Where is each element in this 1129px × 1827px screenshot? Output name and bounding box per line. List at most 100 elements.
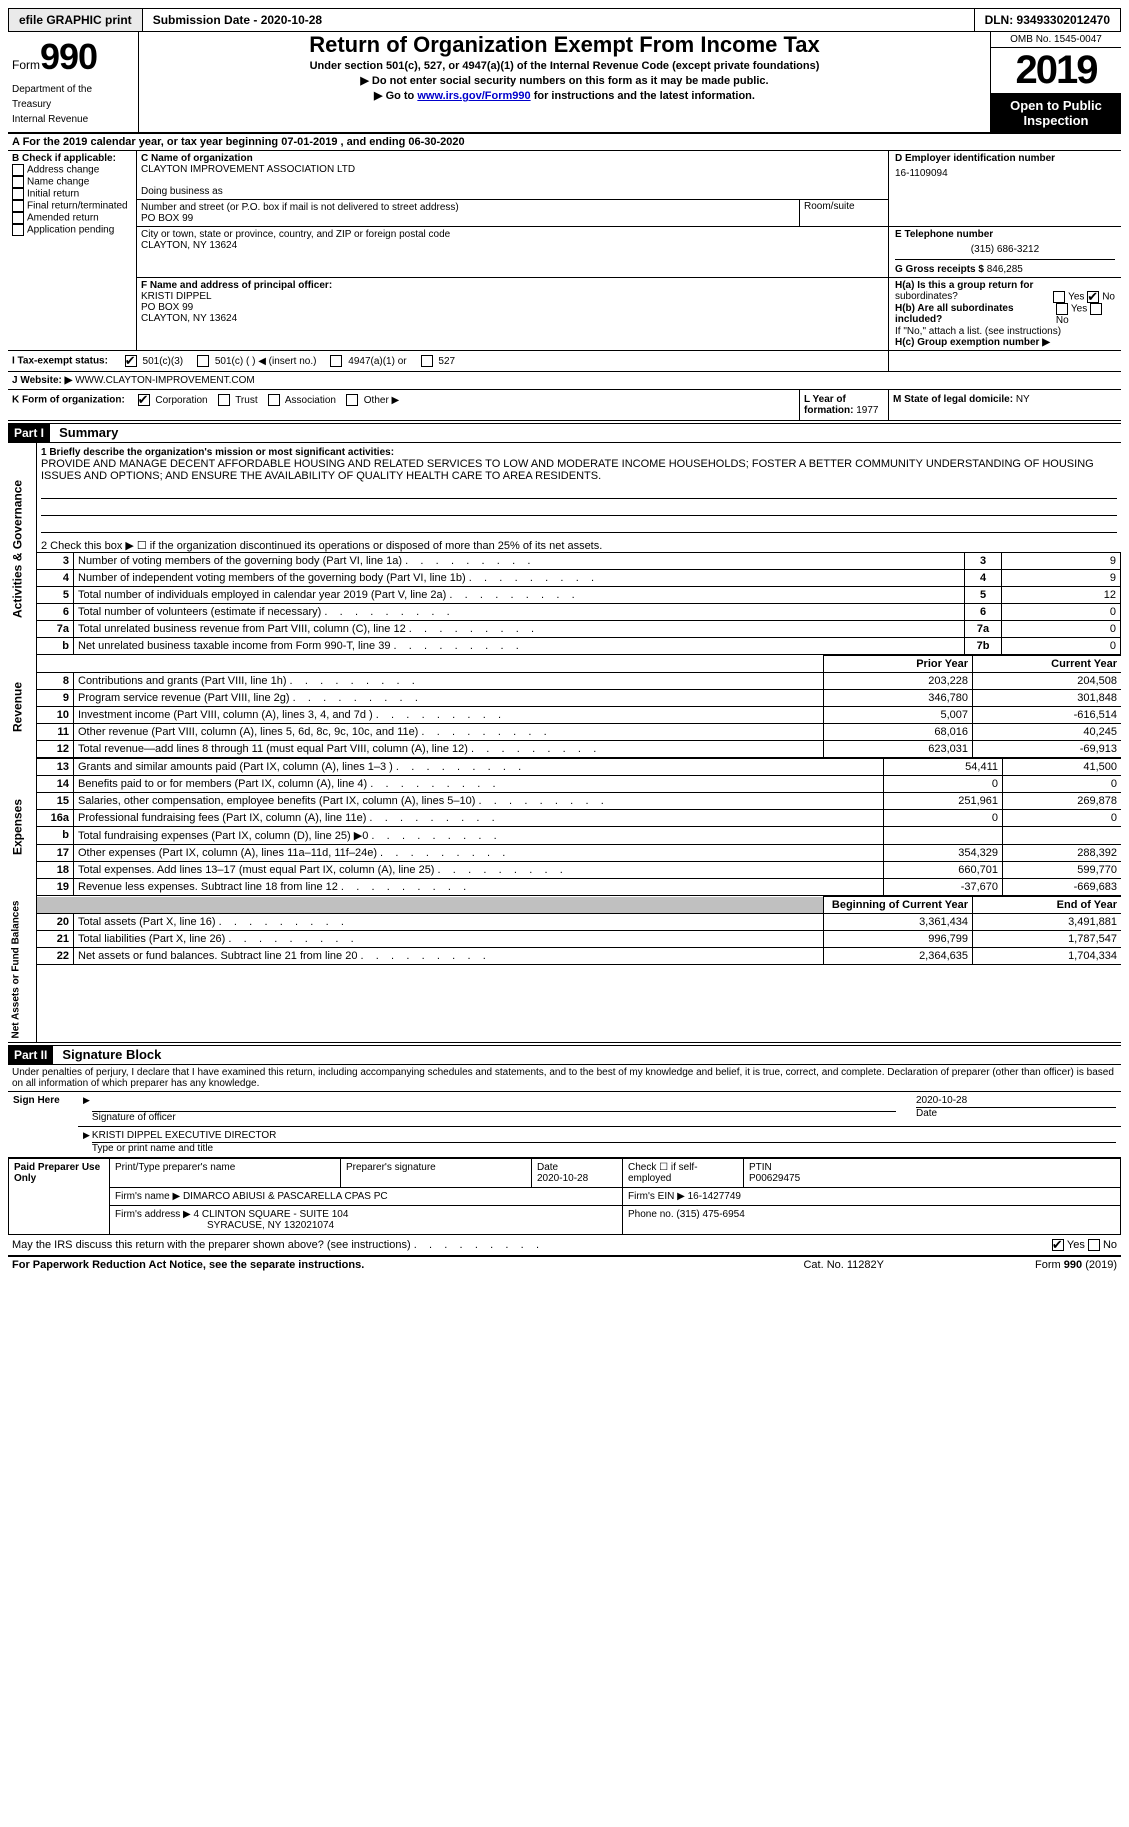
line-num: 8: [37, 673, 74, 690]
org-form-checkbox[interactable]: [268, 394, 280, 406]
checkbox[interactable]: [12, 200, 24, 212]
dba-label: Doing business as: [141, 186, 884, 197]
sig-date-value: 2020-10-28: [916, 1095, 1116, 1106]
line-value: 9: [1002, 570, 1121, 587]
line-text: Grants and similar amounts paid (Part IX…: [74, 759, 884, 776]
prior-value: 5,007: [824, 707, 973, 724]
checkbox[interactable]: [12, 176, 24, 188]
col-header: Current Year: [973, 656, 1122, 673]
box-m-label: M State of legal domicile:: [893, 394, 1013, 405]
box-j-label: J Website: ▶: [12, 375, 72, 386]
hb-no-checkbox[interactable]: [1090, 303, 1102, 315]
line-value: 12: [1002, 587, 1121, 604]
part1-tag: Part I: [8, 424, 50, 442]
part2-title: Signature Block: [56, 1047, 161, 1062]
state-domicile: NY: [1016, 394, 1030, 405]
line-num: 13: [37, 759, 74, 776]
line-num: 12: [37, 741, 74, 758]
box-b-item: Application pending: [12, 224, 132, 236]
form-number: 990: [40, 36, 97, 77]
checkbox[interactable]: [12, 224, 24, 236]
prior-value: -37,670: [884, 879, 1003, 896]
sig-officer-label: Signature of officer: [92, 1112, 896, 1123]
prior-value: 54,411: [884, 759, 1003, 776]
firm-phone: (315) 475-6954: [676, 1209, 744, 1220]
ha-no-checkbox[interactable]: [1087, 291, 1099, 303]
prior-value: 3,361,434: [824, 914, 973, 931]
line-text: Other revenue (Part VIII, column (A), li…: [74, 724, 824, 741]
tax-status-checkbox[interactable]: [421, 355, 433, 367]
line-num: 14: [37, 776, 74, 793]
prep-name-label: Print/Type preparer's name: [110, 1159, 341, 1188]
checkbox[interactable]: [12, 188, 24, 200]
efile-print-button[interactable]: efile GRAPHIC print: [9, 9, 143, 31]
side-label-ag: Activities & Governance: [8, 443, 37, 655]
line-num: 17: [37, 845, 74, 862]
prior-value: 354,329: [884, 845, 1003, 862]
line-value: 9: [1002, 553, 1121, 570]
ein-value: 16-1109094: [895, 164, 1115, 183]
box-b-title: B Check if applicable:: [12, 153, 132, 164]
line-ref: 4: [965, 570, 1002, 587]
tax-status-checkbox[interactable]: [125, 355, 137, 367]
box-f-label: F Name and address of principal officer:: [141, 280, 884, 291]
line-ref: 7a: [965, 621, 1002, 638]
line-num: 9: [37, 690, 74, 707]
checkbox[interactable]: [12, 212, 24, 224]
firm-addr1: 4 CLINTON SQUARE - SUITE 104: [194, 1209, 349, 1220]
checkbox[interactable]: [12, 164, 24, 176]
org-form-checkbox[interactable]: [138, 394, 150, 406]
room-label: Room/suite: [800, 200, 889, 227]
hb-note: If "No," attach a list. (see instruction…: [895, 326, 1115, 337]
line-num: 15: [37, 793, 74, 810]
dept-line1: Department of the: [8, 82, 138, 97]
current-value: 0: [1003, 776, 1122, 793]
current-value: 288,392: [1003, 845, 1122, 862]
current-value: -69,913: [973, 741, 1122, 758]
line-num: 5: [37, 587, 74, 604]
box-b-item: Initial return: [12, 188, 132, 200]
line-text: Total unrelated business revenue from Pa…: [74, 621, 965, 638]
footer-mid: Cat. No. 11282Y: [752, 1257, 935, 1273]
line-num: b: [37, 638, 74, 655]
line2-text: 2 Check this box ▶ ☐ if the organization…: [41, 539, 1117, 552]
perjury-declaration: Under penalties of perjury, I declare th…: [8, 1065, 1121, 1091]
box-k-label: K Form of organization:: [12, 395, 125, 406]
discuss-no-checkbox[interactable]: [1088, 1239, 1100, 1251]
line-value: 0: [1002, 621, 1121, 638]
paid-preparer-block: Paid Preparer Use Only Print/Type prepar…: [8, 1158, 1121, 1235]
line-num: 22: [37, 948, 74, 965]
prior-value: 203,228: [824, 673, 973, 690]
line-num: 11: [37, 724, 74, 741]
sub3-pre: ▶ Go to: [374, 90, 417, 102]
part1-table: Activities & Governance 1 Briefly descri…: [8, 443, 1121, 1043]
period-line: A For the 2019 calendar year, or tax yea…: [8, 133, 1121, 151]
hb-yes-checkbox[interactable]: [1056, 303, 1068, 315]
instructions-link[interactable]: www.irs.gov/Form990: [417, 90, 530, 102]
org-form-checkbox[interactable]: [218, 394, 230, 406]
line-text: Total expenses. Add lines 13–17 (must eq…: [74, 862, 884, 879]
discuss-row: May the IRS discuss this return with the…: [8, 1235, 1121, 1257]
side-label-exp: Expenses: [8, 758, 37, 896]
line-text: Number of independent voting members of …: [74, 570, 965, 587]
box-b-item: Amended return: [12, 212, 132, 224]
tax-status-checkbox[interactable]: [330, 355, 342, 367]
firm-name: DIMARCO ABIUSI & PASCARELLA CPAS PC: [183, 1191, 388, 1202]
box-b-item: Name change: [12, 176, 132, 188]
dept-line3: Internal Revenue: [8, 112, 138, 127]
org-form-checkbox[interactable]: [346, 394, 358, 406]
paid-preparer-label: Paid Preparer Use Only: [9, 1159, 110, 1235]
box-l-label: L Year of formation:: [804, 394, 853, 416]
box-e-label: E Telephone number: [895, 229, 1115, 240]
discuss-yes-checkbox[interactable]: [1052, 1239, 1064, 1251]
line-ref: 6: [965, 604, 1002, 621]
col-header: Beginning of Current Year: [824, 897, 973, 914]
form-title: Return of Organization Exempt From Incom…: [139, 32, 990, 58]
prior-value: 623,031: [824, 741, 973, 758]
city-value: CLAYTON, NY 13624: [141, 240, 884, 251]
line-num: 16a: [37, 810, 74, 827]
tax-status-checkbox[interactable]: [197, 355, 209, 367]
ha-yes-checkbox[interactable]: [1053, 291, 1065, 303]
firm-addr-label: Firm's address ▶: [115, 1209, 191, 1220]
line-text: Number of voting members of the governin…: [74, 553, 965, 570]
